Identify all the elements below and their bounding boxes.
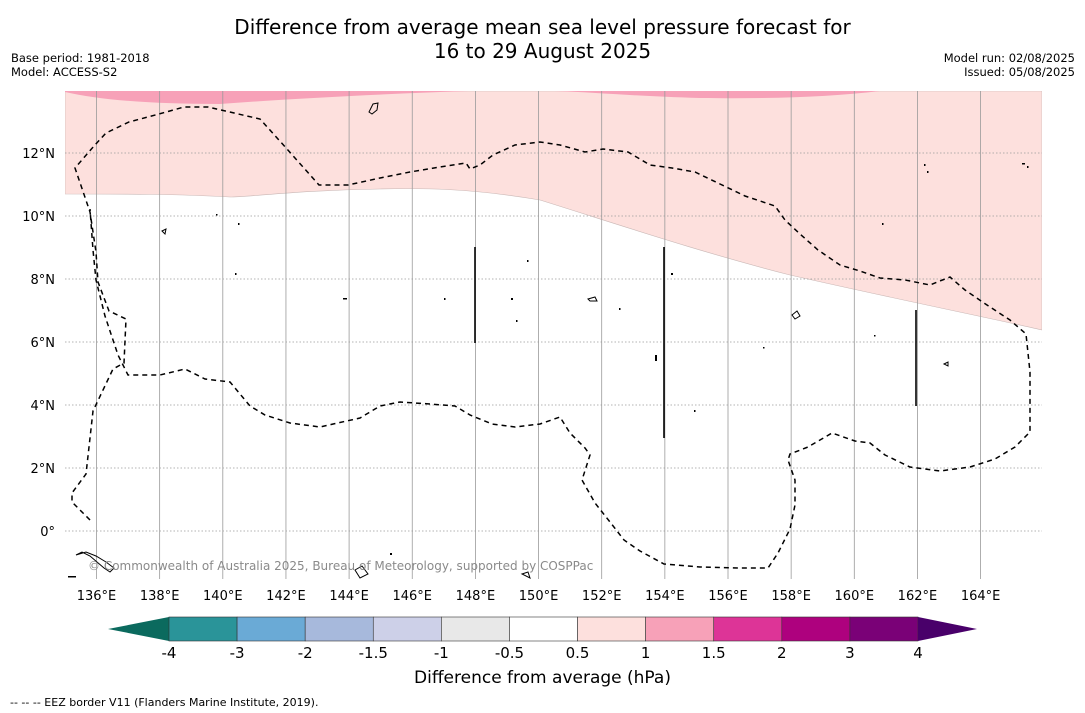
- map-title-line-1: Difference from average mean sea level p…: [234, 15, 851, 39]
- islands: [75, 102, 949, 579]
- footer-note: -- -- -- EEZ border V11 (Flanders Marine…: [10, 696, 319, 709]
- x-tick-label: 150°E: [519, 589, 559, 604]
- colorbar-under-arrow: [108, 617, 169, 641]
- y-axis-tick-labels: 12°N 10°N 8°N 6°N 4°N 2°N 0°: [22, 147, 55, 540]
- map-title-line-2: 16 to 29 August 2025: [433, 39, 652, 63]
- x-axis-tick-labels: 136°E 138°E 140°E 142°E 144°E 146°E 148°E 150°E…: [77, 589, 1001, 604]
- y-tick-label: 8°N: [31, 273, 56, 288]
- colorbar-title: Difference from average (hPa): [414, 668, 671, 688]
- map-area: © Commonwealth of Australia 2025, Bureau…: [65, 91, 1042, 579]
- model-run-text: Model run: 02/08/2025: [943, 51, 1075, 65]
- y-tick-label: 12°N: [22, 147, 55, 162]
- x-tick-label: 140°E: [203, 589, 243, 604]
- base-period-text: Base period: 1981-2018: [11, 51, 150, 65]
- colorbar-tick-label: -3: [230, 644, 245, 662]
- x-tick-label: 162°E: [898, 589, 938, 604]
- colorbar-tick-label: -2: [298, 644, 313, 662]
- y-tick-label: 2°N: [31, 462, 56, 477]
- x-tick-label: 138°E: [140, 589, 180, 604]
- x-tick-label: 160°E: [835, 589, 875, 604]
- anomaly-region-light-pink: [65, 91, 1042, 331]
- copyright-text: © Commonwealth of Australia 2025, Bureau…: [88, 559, 593, 573]
- eez-meridian-lines: [474, 247, 917, 438]
- colorbar-cell: [236, 616, 306, 642]
- colorbar-cell: [645, 616, 715, 642]
- colorbar-cell: [372, 616, 442, 642]
- y-tick-label: 4°N: [31, 399, 56, 414]
- x-tick-label: 156°E: [708, 589, 748, 604]
- y-tick-label: 10°N: [22, 210, 55, 225]
- colorbar-tick-label: 0.5: [566, 644, 590, 662]
- colorbar-tick-label: 3: [845, 644, 855, 662]
- colorbar-tick-label: -1.5: [359, 644, 388, 662]
- graticule: [65, 91, 1042, 579]
- x-tick-label: 144°E: [329, 589, 369, 604]
- y-tick-label: 0°: [40, 525, 55, 540]
- colorbar-cell: [304, 616, 374, 642]
- eez-border: [71, 106, 1031, 569]
- colorbar: -4 -3 -2 -1.5 -1 -0.5 0.5 1 1.5 2 3 4: [108, 616, 977, 662]
- x-tick-label: 142°E: [266, 589, 306, 604]
- colorbar-tick-label: 2: [777, 644, 787, 662]
- x-tick-label: 158°E: [771, 589, 811, 604]
- colorbar-cell: [168, 616, 238, 642]
- x-tick-label: 136°E: [77, 589, 117, 604]
- islets: [68, 163, 1029, 578]
- colorbar-cell: [713, 616, 783, 642]
- colorbar-cell: [849, 616, 919, 642]
- colorbar-cell: [441, 616, 510, 642]
- colorbar-tick-label: -4: [162, 644, 177, 662]
- colorbar-cell: [577, 616, 646, 642]
- x-tick-label: 148°E: [456, 589, 496, 604]
- colorbar-cell: [781, 616, 851, 642]
- x-tick-label: 152°E: [582, 589, 622, 604]
- model-text: Model: ACCESS-S2: [11, 65, 118, 79]
- issued-text: Issued: 05/08/2025: [964, 65, 1075, 79]
- y-tick-label: 6°N: [31, 336, 56, 351]
- colorbar-cell: [509, 616, 578, 642]
- x-tick-label: 164°E: [961, 589, 1001, 604]
- colorbar-over-arrow: [918, 617, 977, 641]
- colorbar-tick-label: -0.5: [495, 644, 524, 662]
- x-tick-label: 154°E: [645, 589, 685, 604]
- x-tick-label: 146°E: [392, 589, 432, 604]
- colorbar-tick-label: 1.5: [702, 644, 726, 662]
- colorbar-tick-label: 4: [913, 644, 923, 662]
- colorbar-tick-label: 1: [641, 644, 651, 662]
- colorbar-tick-label: -1: [434, 644, 449, 662]
- anomaly-region-mid-pink: [65, 91, 880, 104]
